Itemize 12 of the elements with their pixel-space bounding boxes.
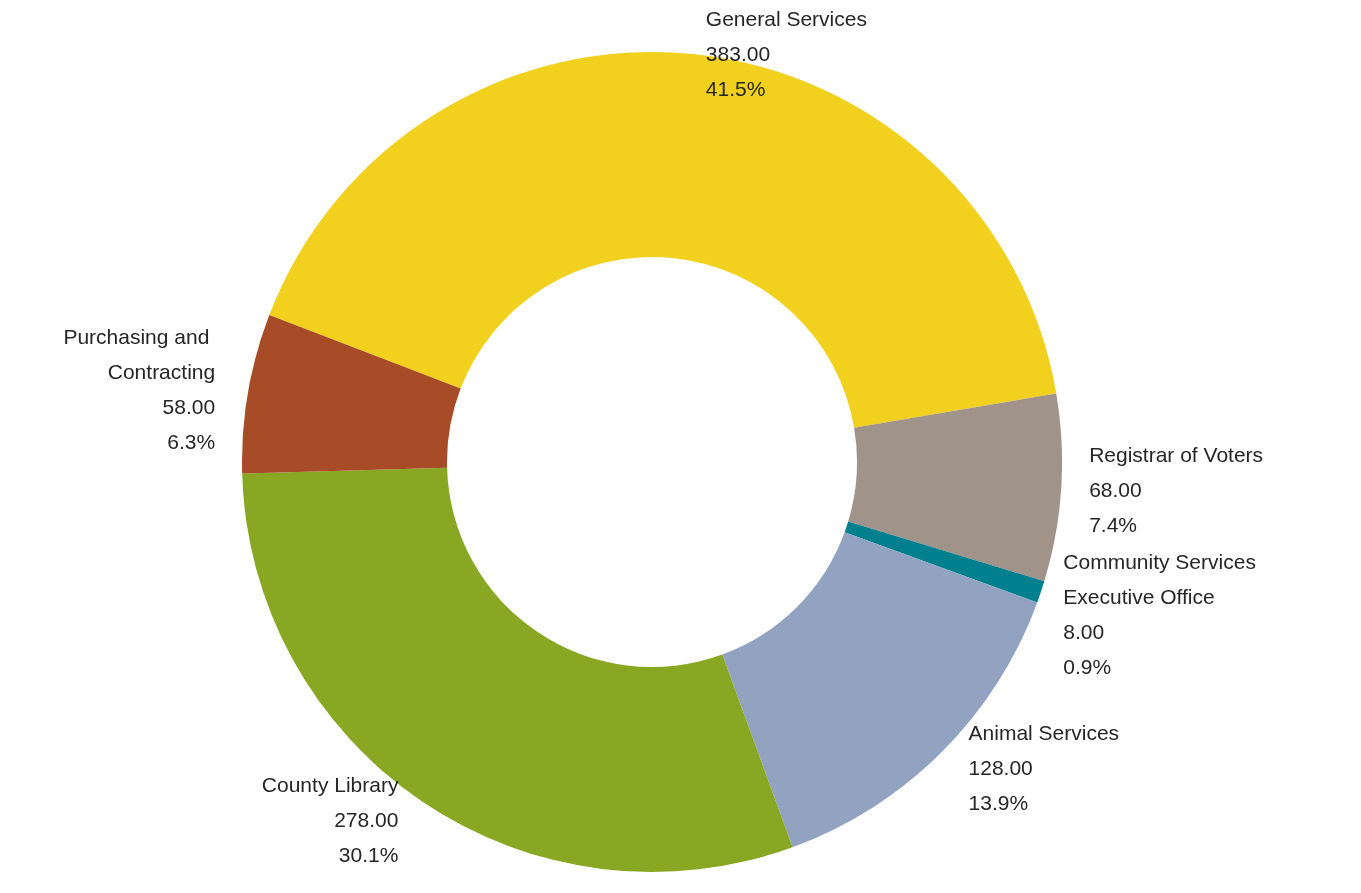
slice-label: County Library bbox=[261, 772, 399, 796]
slice-label: Animal Services bbox=[968, 720, 1120, 744]
data-label: 68.00 7.4% bbox=[1089, 477, 1142, 536]
data-label: 383.00 41.5% bbox=[705, 42, 771, 100]
slice-label: Community Services Executive Office bbox=[1063, 549, 1262, 608]
data-label: 58.00 6.3% bbox=[162, 395, 216, 454]
slice-label: Registrar of Voters bbox=[1089, 442, 1264, 466]
data-label: 128.00 13.9% bbox=[968, 755, 1033, 814]
slice-label: Purchasing and Contracting bbox=[63, 325, 216, 384]
slice-label: General Services bbox=[705, 7, 867, 30]
data-label: 278.00 30.1% bbox=[334, 807, 399, 866]
data-label: 8.00 0.9% bbox=[1063, 619, 1112, 678]
